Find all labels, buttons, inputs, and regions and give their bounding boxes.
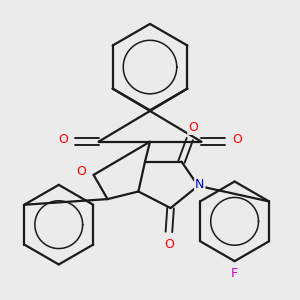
Text: F: F xyxy=(231,267,238,280)
Text: O: O xyxy=(188,121,198,134)
Text: N: N xyxy=(195,178,205,191)
Text: O: O xyxy=(232,133,242,146)
Text: O: O xyxy=(164,238,174,251)
Text: O: O xyxy=(76,165,86,178)
Text: O: O xyxy=(58,133,68,146)
